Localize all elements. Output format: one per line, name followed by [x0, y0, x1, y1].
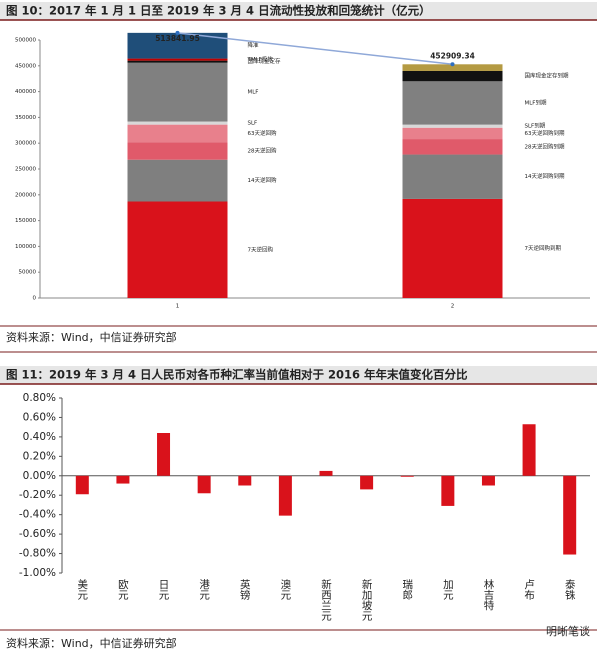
bar-segment [402, 64, 503, 71]
bar [116, 475, 130, 484]
segment-label: 28天逆回购到期 [525, 142, 565, 150]
y-tick-label: -0.40% [19, 509, 56, 521]
y-tick-label: -0.60% [19, 528, 56, 540]
bar-segment [127, 121, 228, 125]
bar-segment [127, 58, 228, 61]
y-tick-label: 350000 [15, 115, 36, 121]
x-tick-label: 1 [176, 304, 180, 310]
bar-segment [127, 124, 228, 143]
bar-segment [402, 81, 503, 125]
x-tick-label: 澳元 [279, 578, 291, 600]
y-tick-label: 50000 [19, 270, 37, 276]
bar [157, 433, 171, 476]
watermark: 明晰笔谈 [546, 624, 590, 638]
x-tick-label: 泰铢 [564, 578, 576, 601]
total-label: 513841.95 [155, 34, 200, 43]
segment-label: 国库现金定存 [248, 57, 282, 65]
bar [481, 475, 495, 486]
y-tick-label: -1.00% [19, 567, 56, 579]
bar [75, 475, 89, 495]
x-tick-label: 2 [451, 304, 455, 310]
bar [238, 475, 252, 486]
segment-label: 国库现金定存到期 [525, 72, 570, 80]
x-tick-label: 瑞郎 [401, 579, 413, 601]
x-tick-label: 新加坡元 [361, 578, 373, 621]
bar-segment [402, 154, 503, 199]
segment-label: 28天逆回购 [248, 146, 277, 154]
bar-segment [127, 142, 228, 160]
segment-label: 63天逆回购 [248, 129, 277, 137]
bar-segment [127, 62, 228, 122]
bar-segment [402, 124, 503, 128]
bar [319, 470, 333, 476]
y-tick-label: 0.60% [23, 411, 56, 423]
bar [400, 475, 414, 477]
y-tick-label: -0.20% [19, 489, 56, 501]
x-tick-label: 美元 [76, 578, 88, 600]
bar-segment [127, 201, 228, 298]
y-tick-label: 450000 [15, 63, 36, 69]
bar [441, 475, 455, 506]
y-tick-label: 0.40% [23, 431, 56, 443]
segment-label: 14天逆回购到期 [525, 172, 565, 180]
y-tick-label: 0 [33, 296, 37, 302]
source: 资料来源：Wind，中信证券研究部 [6, 330, 177, 344]
segment-label: 7天逆回购到期 [525, 244, 562, 252]
y-tick-label: 150000 [15, 218, 36, 224]
y-tick-label: -0.80% [19, 548, 56, 560]
y-tick-label: 0.20% [23, 450, 56, 462]
bar-segment [402, 198, 503, 298]
bar [563, 475, 577, 555]
bar-segment [402, 139, 503, 155]
x-tick-label: 日元 [158, 579, 170, 600]
total-line [177, 32, 453, 66]
bar-segment [402, 127, 503, 140]
bar-segment [127, 159, 228, 202]
segment-label: 降准 [248, 41, 260, 49]
title-bg [0, 2, 597, 20]
y-tick-label: 400000 [15, 89, 36, 95]
y-tick-label: 0.80% [23, 392, 56, 404]
bar [522, 424, 536, 476]
title-bg [0, 366, 597, 384]
segment-label: 63天逆回购到期 [525, 129, 565, 137]
figure-title: 图 11：2019 年 3 月 4 日人民币对各币种汇率当前值相对于 2016 … [6, 368, 468, 382]
y-tick-label: 250000 [15, 167, 36, 173]
bar [197, 475, 211, 494]
x-tick-label: 欧元 [117, 579, 129, 600]
segment-label: 14天逆回购 [248, 176, 277, 184]
segment-label: SLF [248, 121, 258, 127]
segment-label: TMLF投放 [247, 55, 274, 63]
bar [278, 475, 292, 516]
bar [360, 475, 374, 490]
x-tick-label: 英镑 [239, 578, 251, 601]
bar-segment [402, 70, 503, 82]
y-tick-label: 0.00% [23, 470, 56, 482]
figure-title: 图 10：2017 年 1 月 1 日至 2019 年 3 月 4 日流动性投放… [6, 4, 431, 18]
total-point [175, 30, 180, 35]
y-tick-label: 500000 [15, 38, 36, 44]
y-tick-label: 300000 [15, 141, 36, 147]
x-tick-label: 卢布 [523, 578, 535, 601]
bar-segment [127, 60, 228, 63]
y-tick-label: 100000 [15, 244, 36, 250]
x-tick-label: 林吉特 [482, 578, 494, 610]
total-label: 452909.34 [430, 51, 475, 60]
segment-label: MLF到期 [525, 99, 547, 106]
x-tick-label: 港元 [198, 579, 210, 600]
x-tick-label: 新西兰元 [320, 578, 332, 621]
segment-label: SLF到期 [525, 123, 546, 130]
source: 资料来源：Wind，中信证券研究部 [6, 636, 177, 650]
segment-label: MLF [248, 90, 259, 96]
x-tick-label: 加元 [442, 579, 454, 600]
segment-label: 7天逆回购 [248, 245, 274, 253]
total-point [450, 62, 455, 67]
y-tick-label: 200000 [15, 192, 36, 198]
